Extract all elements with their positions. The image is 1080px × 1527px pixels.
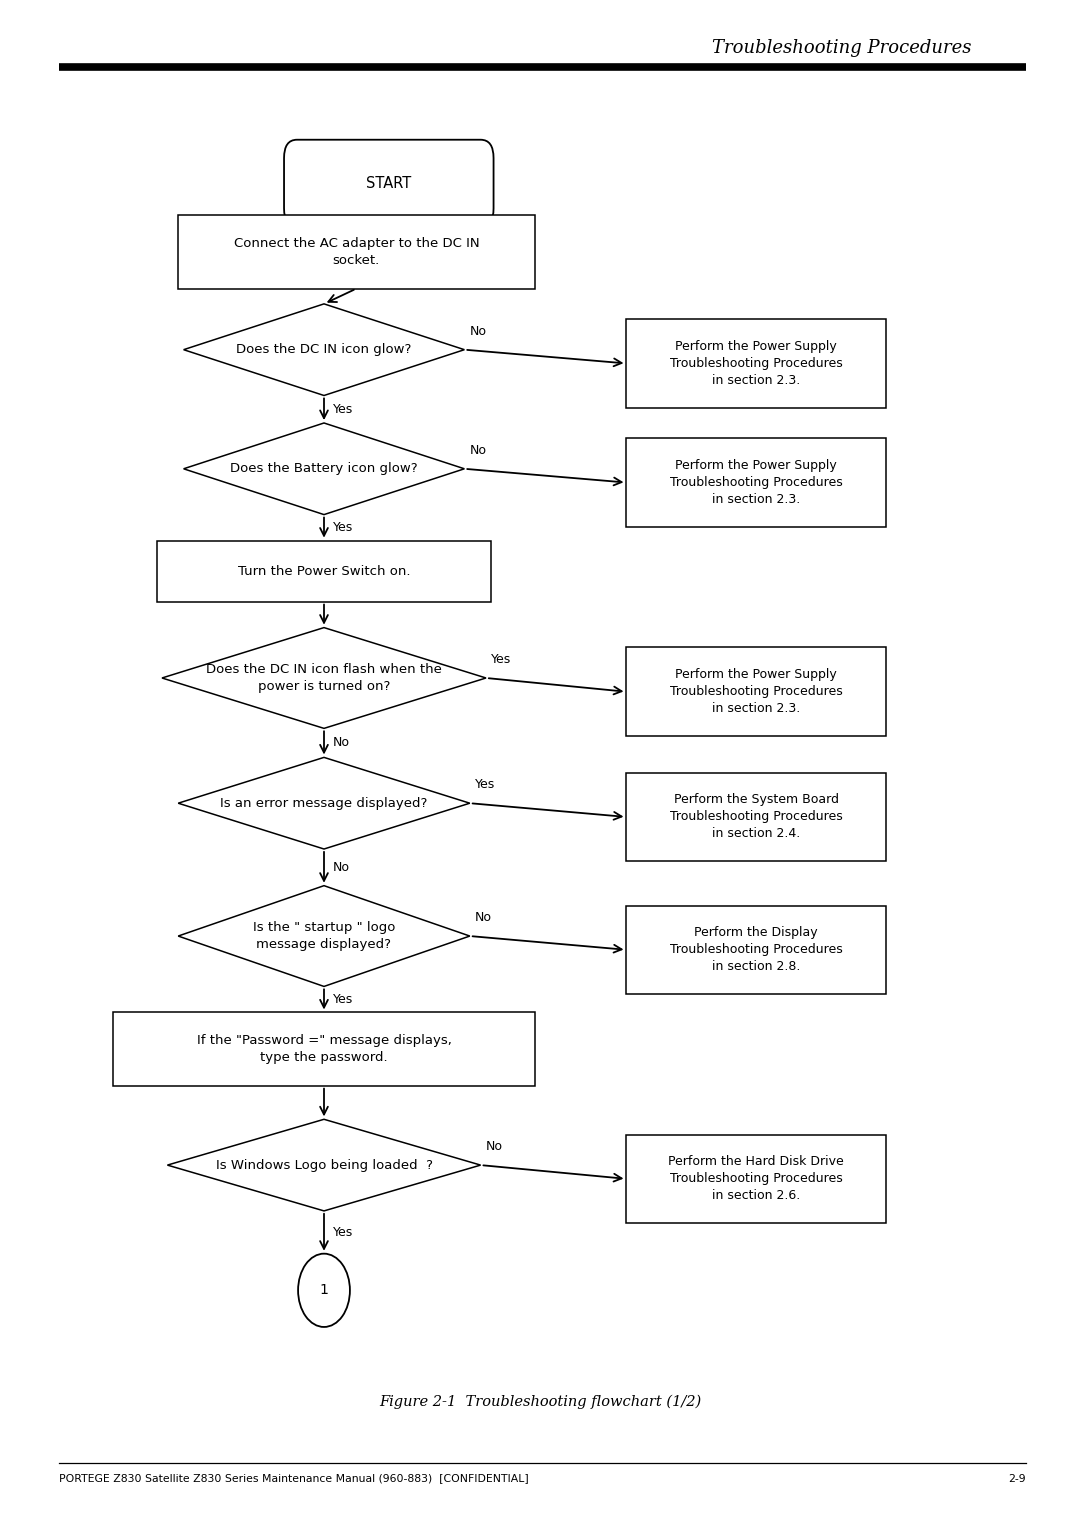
Text: Perform the Power Supply
Troubleshooting Procedures
in section 2.3.: Perform the Power Supply Troubleshooting… [670, 460, 842, 505]
Text: Yes: Yes [333, 1226, 353, 1238]
Text: No: No [486, 1141, 503, 1153]
FancyBboxPatch shape [284, 139, 494, 226]
Text: Perform the Power Supply
Troubleshooting Procedures
in section 2.3.: Perform the Power Supply Troubleshooting… [670, 341, 842, 386]
Text: No: No [333, 736, 350, 750]
Text: Yes: Yes [333, 403, 353, 415]
Text: Perform the Power Supply
Troubleshooting Procedures
in section 2.3.: Perform the Power Supply Troubleshooting… [670, 669, 842, 715]
Text: Turn the Power Switch on.: Turn the Power Switch on. [238, 565, 410, 577]
Polygon shape [167, 1119, 481, 1211]
Bar [157, 541, 491, 602]
Bar [626, 647, 886, 736]
Text: Yes: Yes [333, 521, 353, 534]
Text: Connect the AC adapter to the DC IN
socket.: Connect the AC adapter to the DC IN sock… [233, 237, 480, 267]
Polygon shape [162, 628, 486, 728]
Text: No: No [470, 325, 487, 337]
Text: Yes: Yes [333, 993, 353, 1006]
Polygon shape [184, 304, 464, 395]
Polygon shape [178, 757, 470, 849]
Text: 1: 1 [320, 1283, 328, 1298]
Text: Does the DC IN icon flash when the
power is turned on?: Does the DC IN icon flash when the power… [206, 663, 442, 693]
Bar [626, 438, 886, 527]
Text: Figure 2-1  Troubleshooting flowchart (1/2): Figure 2-1 Troubleshooting flowchart (1/… [379, 1394, 701, 1409]
Text: 2-9: 2-9 [1009, 1474, 1026, 1484]
Bar [178, 215, 535, 289]
Text: Perform the Hard Disk Drive
Troubleshooting Procedures
in section 2.6.: Perform the Hard Disk Drive Troubleshoot… [669, 1156, 843, 1202]
Text: Perform the Display
Troubleshooting Procedures
in section 2.8.: Perform the Display Troubleshooting Proc… [670, 927, 842, 973]
Circle shape [298, 1254, 350, 1327]
Text: No: No [470, 444, 487, 457]
Polygon shape [184, 423, 464, 515]
Bar [626, 1135, 886, 1223]
Text: Is Windows Logo being loaded  ?: Is Windows Logo being loaded ? [216, 1159, 432, 1171]
Text: No: No [333, 861, 350, 873]
Text: No: No [475, 912, 492, 924]
Text: Troubleshooting Procedures: Troubleshooting Procedures [713, 40, 972, 56]
Bar [626, 319, 886, 408]
Polygon shape [178, 886, 470, 986]
Text: Is an error message displayed?: Is an error message displayed? [220, 797, 428, 809]
Text: Is the " startup " logo
message displayed?: Is the " startup " logo message displaye… [253, 921, 395, 951]
Text: PORTEGE Z830 Satellite Z830 Series Maintenance Manual (960-883)  [CONFIDENTIAL]: PORTEGE Z830 Satellite Z830 Series Maint… [59, 1474, 529, 1484]
Text: START: START [366, 176, 411, 191]
Bar [626, 906, 886, 994]
Text: Yes: Yes [475, 779, 496, 791]
Bar [626, 773, 886, 861]
Text: Yes: Yes [491, 654, 512, 666]
Text: Does the DC IN icon glow?: Does the DC IN icon glow? [237, 344, 411, 356]
Text: Perform the System Board
Troubleshooting Procedures
in section 2.4.: Perform the System Board Troubleshooting… [670, 794, 842, 840]
Text: If the "Password =" message displays,
type the password.: If the "Password =" message displays, ty… [197, 1034, 451, 1064]
Bar [113, 1012, 535, 1086]
Text: Does the Battery icon glow?: Does the Battery icon glow? [230, 463, 418, 475]
